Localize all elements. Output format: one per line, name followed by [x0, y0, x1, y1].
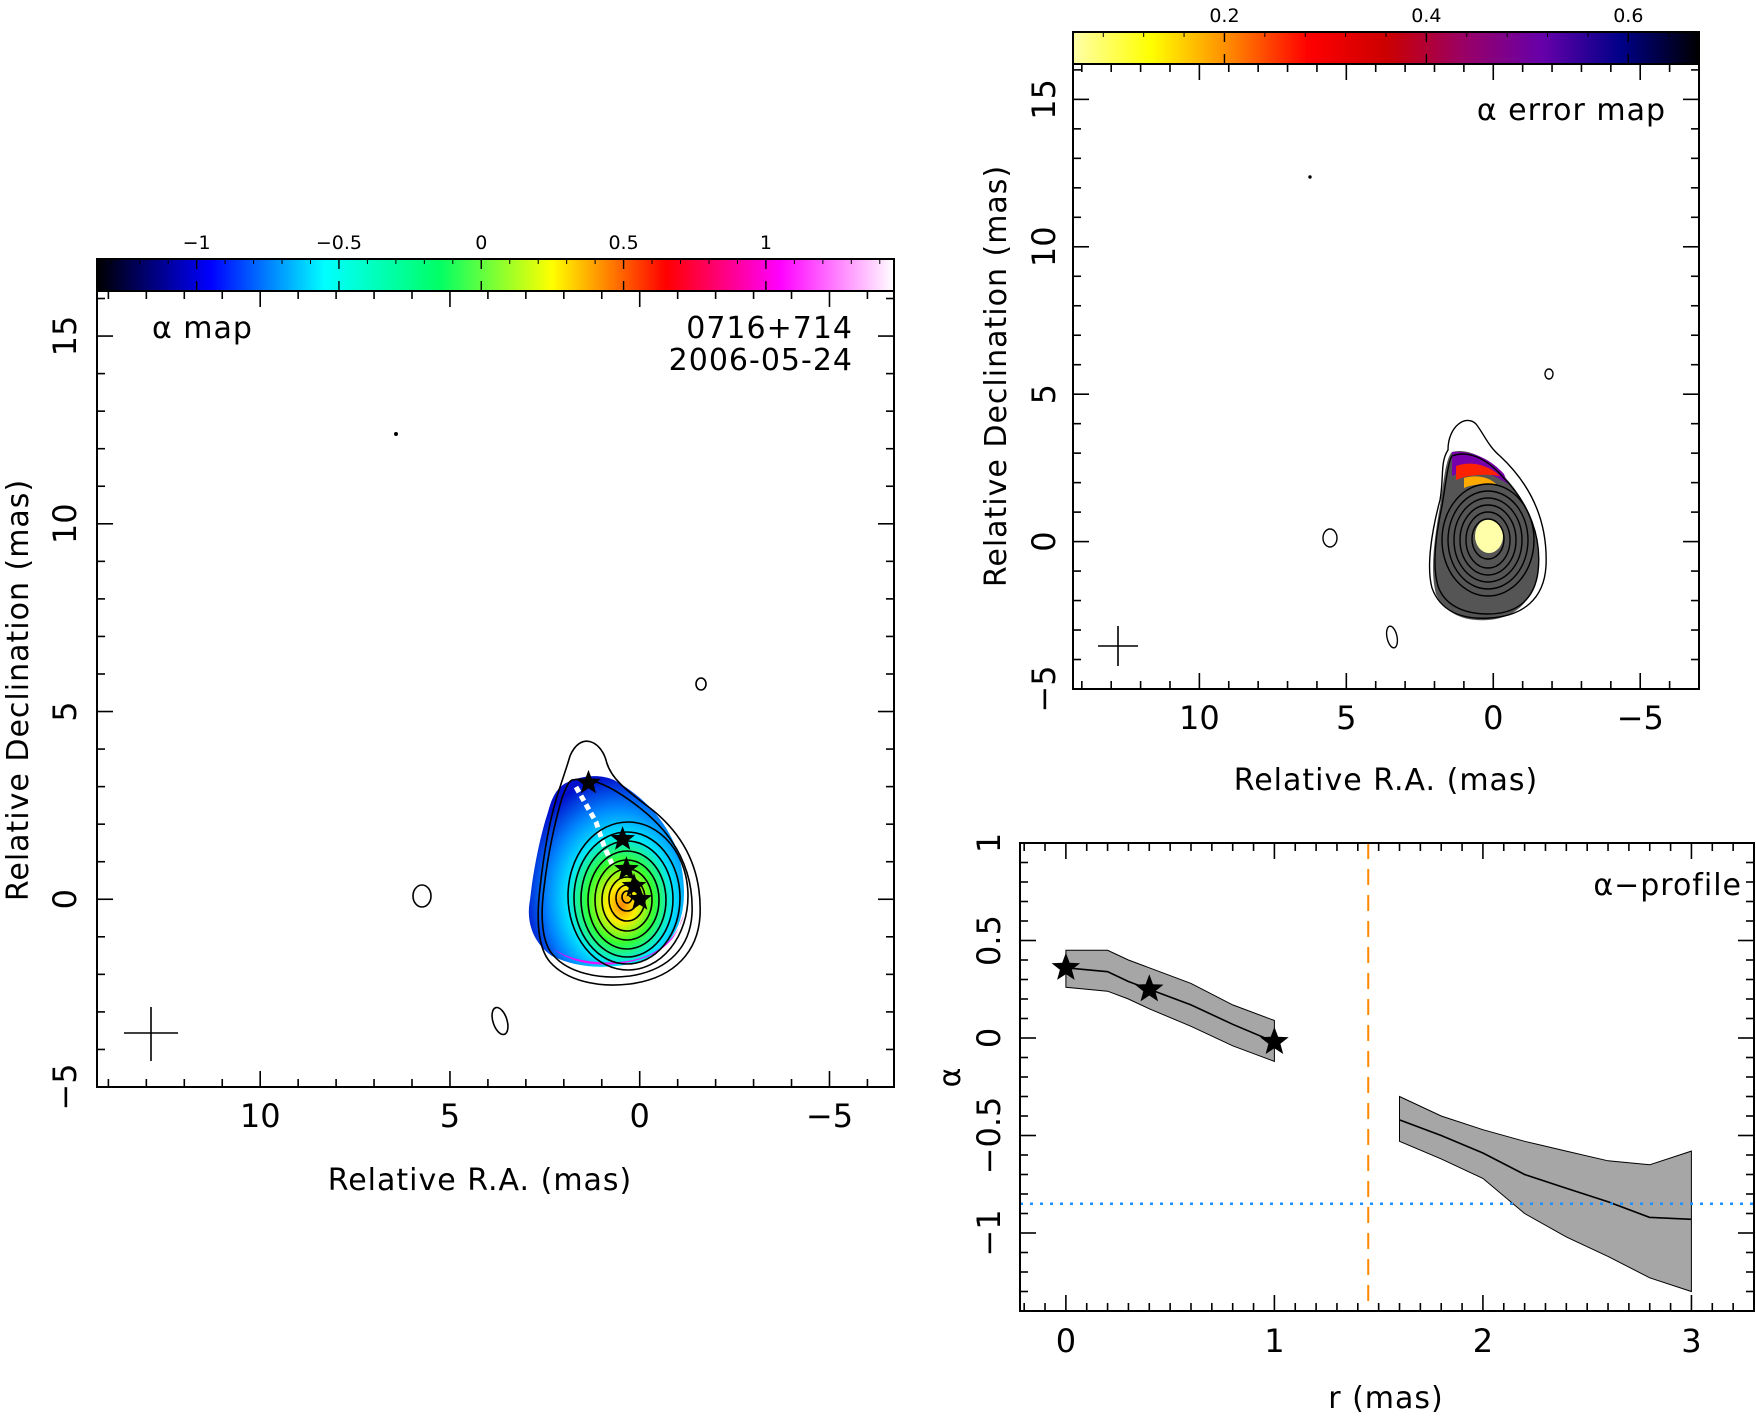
beam-cross	[124, 1007, 178, 1061]
profile-y-tick-label: −1	[970, 1209, 1008, 1256]
error-colorbar-tick-label: 0.6	[1613, 5, 1643, 27]
profile-x-tick-label: 1	[1264, 1322, 1284, 1360]
error-beam-cross	[1098, 626, 1138, 666]
error-map-y-tick-label: −5	[1025, 665, 1063, 712]
profile-series-line	[1399, 1119, 1692, 1221]
error-map-panel: 0.2 0.4 0.6	[979, 5, 1700, 798]
profile-x-tick-label: 2	[1473, 1322, 1493, 1360]
error-map-x-tick-label: −5	[1617, 699, 1664, 737]
profile-x-axis-title: r (mas)	[1328, 1381, 1444, 1416]
alpha-colorbar-ticks	[110, 259, 881, 291]
error-colorbar-tick-label: 0.4	[1411, 5, 1441, 27]
alpha-colorbar	[96, 258, 895, 292]
profile-y-tick-label: 0.5	[970, 915, 1008, 966]
alpha-star-marker	[610, 826, 635, 850]
alpha-star-marker	[576, 769, 601, 794]
profile-error-band	[1399, 1095, 1692, 1293]
alpha-profile-panel: 0 1 2 3 1 0.5 0 −0.5 −1 r (mas) α α−prof…	[933, 833, 1755, 1416]
alpha-map-panel-label: α map	[152, 311, 253, 346]
error-mid-band	[1456, 463, 1500, 480]
alpha-map-y-tick-label: 15	[46, 316, 84, 357]
alpha-colorbar-tick-label: 0	[475, 232, 487, 254]
alpha-colorbar-tick-label: −1	[183, 232, 211, 254]
error-map-y-tick-label: 10	[1025, 226, 1063, 267]
alpha-star-marker	[627, 886, 653, 910]
error-core	[1475, 519, 1503, 553]
profile-y-tick-label: −0.5	[970, 1097, 1008, 1175]
alpha-map-y-tick-label: 10	[46, 503, 84, 544]
error-colorbar-ticks	[1102, 32, 1670, 64]
error-colorbar-tick-label: 0.2	[1209, 5, 1239, 27]
profile-panel-label: α−profile	[1593, 868, 1742, 903]
profile-y-tick-label: 1	[970, 833, 1008, 853]
alpha-colorbar-tick-label: 0.5	[608, 232, 638, 254]
error-map-x-axis-title: Relative R.A. (mas)	[1234, 763, 1539, 798]
alpha-jet-region	[528, 776, 684, 967]
error-contours	[1308, 175, 1554, 649]
error-map-y-axis-title: Relative Declination (mas)	[979, 165, 1014, 587]
profile-axis-ticks	[1020, 842, 1754, 1312]
alpha-contours	[393, 431, 707, 1036]
alpha-map-frame	[96, 290, 895, 1088]
alpha-map-axis-ticks	[97, 291, 894, 1088]
alpha-colorbar-tick-label: −0.5	[316, 232, 362, 254]
alpha-star-marker	[621, 873, 647, 897]
error-map-image	[1308, 175, 1554, 649]
alpha-white-trail	[573, 785, 615, 866]
alpha-map-x-tick-label: 0	[630, 1097, 650, 1135]
profile-y-axis-title: α	[933, 1067, 968, 1088]
alpha-map-stars	[576, 769, 653, 910]
profile-plot-area	[1020, 843, 1754, 1311]
alpha-star-marker	[614, 856, 639, 880]
profile-star-marker	[1260, 1026, 1289, 1054]
source-name: 0716+714	[686, 311, 853, 346]
error-map-frame	[1072, 63, 1700, 690]
error-map-y-tick-label: 5	[1025, 384, 1063, 404]
alpha-map-y-tick-label: −5	[46, 1063, 84, 1110]
error-map-x-tick-label: 5	[1336, 699, 1356, 737]
alpha-map-x-axis-title: Relative R.A. (mas)	[328, 1163, 633, 1198]
alpha-map-x-tick-label: 5	[440, 1097, 460, 1135]
profile-y-tick-label: 0	[970, 1028, 1008, 1048]
error-map-y-tick-label: 0	[1025, 531, 1063, 551]
alpha-colorbar-tick-label: 1	[760, 232, 772, 254]
profile-error-band	[1065, 949, 1275, 1063]
error-low-band	[1464, 476, 1496, 488]
error-map-panel-label: α error map	[1477, 93, 1666, 128]
profile-star-marker	[1135, 974, 1164, 1002]
alpha-map-x-tick-label: 10	[240, 1097, 281, 1135]
alpha-map-x-tick-label: −5	[806, 1097, 853, 1135]
alpha-map-y-tick-label: 0	[46, 889, 84, 909]
alpha-map-image	[393, 431, 707, 1036]
alpha-map-y-axis-title: Relative Declination (mas)	[1, 479, 36, 901]
alpha-map-y-tick-label: 5	[46, 701, 84, 721]
error-map-axis-ticks	[1073, 64, 1700, 690]
profile-star-marker	[1051, 952, 1081, 980]
error-map-x-tick-label: 0	[1483, 699, 1503, 737]
profile-x-tick-label: 0	[1056, 1322, 1076, 1360]
alpha-map-panel: −1 −0.5 0 0.5 1	[1, 232, 895, 1198]
observation-date: 2006-05-24	[669, 343, 853, 378]
profile-x-tick-label: 3	[1681, 1322, 1701, 1360]
error-map-y-tick-label: 15	[1025, 79, 1063, 120]
error-map-x-tick-label: 10	[1179, 699, 1220, 737]
error-colorbar	[1072, 31, 1700, 65]
